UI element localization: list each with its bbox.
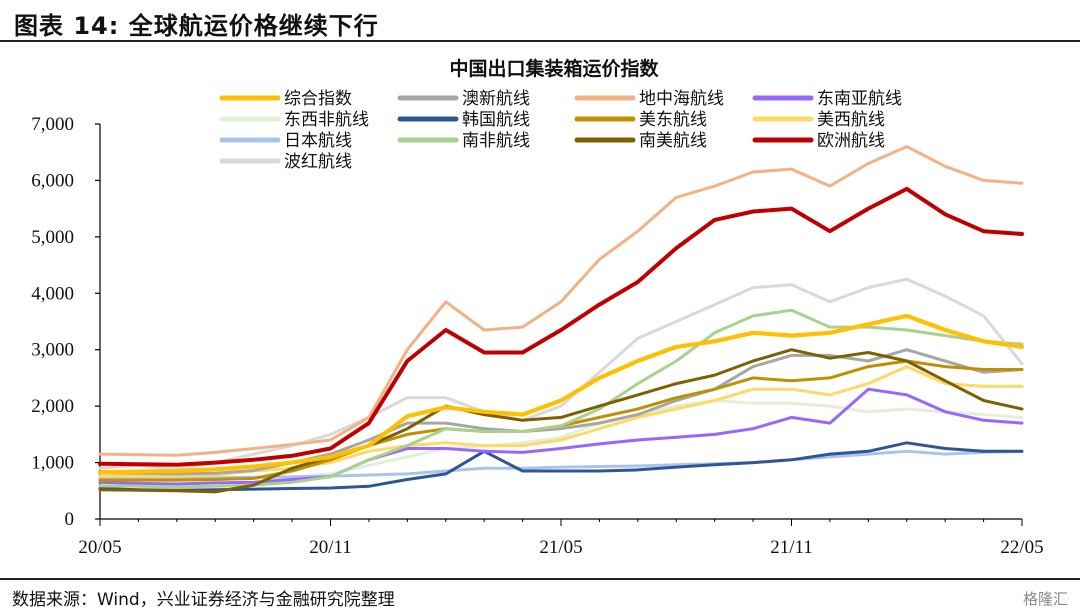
y-axis: 0 1,000 2,000 3,000 4,000 5,000 6,000 7,000 xyxy=(31,114,101,530)
y-tick-label: 3,000 xyxy=(31,340,74,361)
y-tick-label: 2,000 xyxy=(31,396,74,417)
y-tick-label: 1,000 xyxy=(31,453,74,474)
series-line-3 xyxy=(98,387,1024,486)
series-line-5 xyxy=(98,441,1024,492)
y-tick-label: 5,000 xyxy=(31,227,74,248)
y-tick-label: 0 xyxy=(65,509,75,530)
y-tick-label: 4,000 xyxy=(31,283,74,304)
series-lines xyxy=(97,145,1025,494)
chart-title: 中国出口集装箱运价指数 xyxy=(449,57,659,80)
legend-label: 东西非航线 xyxy=(284,110,369,130)
watermark-logo: 格隆汇 xyxy=(1022,590,1068,608)
figure-title: 图表 14: 全球航运价格继续下行 xyxy=(14,12,379,40)
series-line-0 xyxy=(97,313,1025,475)
x-tick-label: 21/05 xyxy=(539,537,582,558)
y-tick-label: 6,000 xyxy=(31,170,74,191)
legend-label: 南美航线 xyxy=(639,131,707,151)
top-rule xyxy=(0,40,1080,42)
series-line-8 xyxy=(98,449,1024,480)
legend-label: 南非航线 xyxy=(462,131,530,151)
legend-label: 欧洲航线 xyxy=(817,131,885,151)
series-line-1 xyxy=(98,348,1024,476)
x-tick-label: 22/05 xyxy=(1000,537,1043,558)
legend-label: 美东航线 xyxy=(639,110,707,130)
legend-label: 韩国航线 xyxy=(462,110,530,130)
legend-label: 美西航线 xyxy=(817,110,885,130)
source-note: 数据来源：Wind，兴业证券经济与金融研究院整理 xyxy=(12,590,395,610)
x-tick-label: 20/05 xyxy=(78,537,121,558)
legend-label: 东南亚航线 xyxy=(817,89,902,109)
legend-label: 综合指数 xyxy=(284,89,352,109)
series-line-2 xyxy=(98,145,1024,457)
legend-label: 波红航线 xyxy=(284,152,352,172)
legend-label: 地中海航线 xyxy=(639,89,724,109)
y-tick-label: 7,000 xyxy=(31,114,74,135)
series-line-12 xyxy=(98,277,1024,471)
legend-label: 澳新航线 xyxy=(462,89,530,109)
series-line-11 xyxy=(98,186,1024,467)
x-tick-label: 20/11 xyxy=(309,537,352,558)
x-axis: 20/05 20/11 21/05 21/11 22/05 xyxy=(78,518,1044,558)
legend-label: 日本航线 xyxy=(284,131,352,151)
bottom-rule xyxy=(0,578,1080,580)
x-tick-label: 21/11 xyxy=(770,537,813,558)
series-line-10 xyxy=(98,348,1024,494)
